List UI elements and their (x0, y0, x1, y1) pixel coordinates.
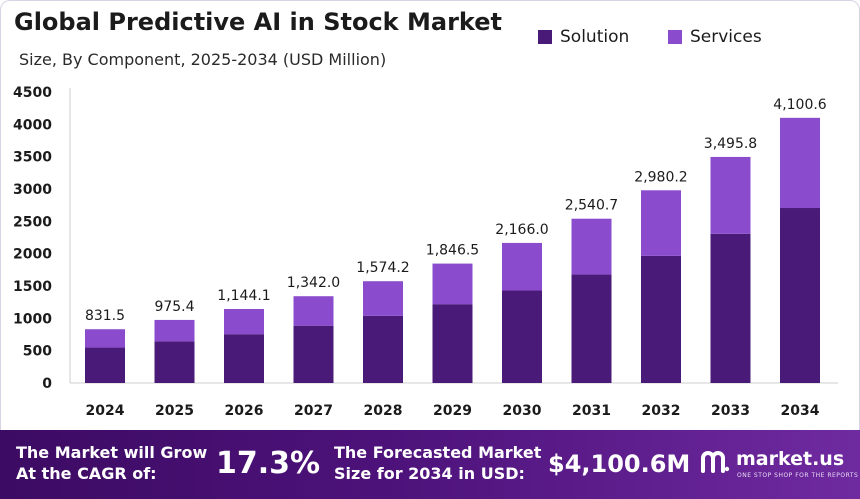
bar-services-2033 (710, 156, 751, 234)
market-us-logo-icon (701, 451, 730, 473)
legend-swatch-solution (538, 30, 552, 44)
x-tick-label: 2025 (155, 403, 194, 419)
bar-services-2026 (224, 309, 264, 335)
x-tick-label: 2034 (781, 403, 820, 419)
bar-solution-2024 (85, 347, 125, 383)
y-tick-label: 3500 (13, 150, 52, 166)
x-tick-label: 2028 (364, 403, 403, 419)
chart-subtitle: Size, By Component, 2025-2034 (USD Milli… (19, 50, 387, 69)
bar-solution-2025 (154, 341, 195, 383)
x-tick-label: 2027 (294, 403, 333, 419)
legend-item-services: Services (668, 26, 762, 48)
bar-solution-2031 (571, 274, 612, 383)
cagr-value: 17.3% (216, 446, 321, 481)
legend-swatch-services (668, 30, 682, 44)
legend-label-services: Services (690, 27, 762, 47)
y-tick-label: 1500 (13, 279, 52, 295)
x-tick-label: 2031 (572, 403, 611, 419)
forecast-label-line2: Size for 2034 in USD: (334, 464, 525, 483)
y-tick-label: 500 (23, 344, 52, 360)
y-tick-label: 2000 (13, 247, 52, 263)
x-tick-label: 2024 (86, 403, 125, 419)
bar-solution-2027 (293, 325, 334, 383)
bar-solution-2030 (502, 290, 542, 383)
data-label-total: 2,166.0 (495, 222, 548, 238)
x-tick-label: 2032 (642, 403, 681, 419)
x-tick-label: 2026 (225, 403, 264, 419)
bar-services-2028 (363, 281, 403, 316)
legend-item-solution: Solution (538, 26, 629, 48)
bar-services-2025 (154, 319, 195, 342)
data-label-total: 3,495.8 (704, 136, 757, 152)
bar-solution-2034 (780, 208, 820, 383)
brand-name: market.us (736, 448, 845, 470)
data-label-total: 1,144.1 (217, 288, 270, 304)
bar-solution-2032 (641, 255, 681, 383)
footer-banner (0, 430, 860, 499)
bar-services-2030 (502, 242, 542, 291)
brand-tagline: ONE STOP SHOP FOR THE REPORTS (737, 472, 859, 479)
stacked-bar-chart: 0 500 1000 1500 2000 2500 3000 3500 4000 4500 831.… (13, 85, 838, 419)
x-tick-label: 2033 (711, 403, 750, 419)
y-tick-label: 0 (42, 376, 52, 392)
bar-solution-2033 (710, 233, 751, 383)
data-label-total: 2,540.7 (565, 198, 618, 214)
bar-services-2034 (780, 117, 820, 209)
y-tick-label: 4500 (13, 85, 52, 101)
bar-services-2032 (641, 190, 681, 256)
bar-solution-2026 (224, 334, 264, 383)
data-label-total: 1,342.0 (287, 275, 340, 291)
y-tick-label: 2500 (13, 214, 52, 230)
bar-solution-2029 (432, 304, 473, 383)
y-tick-label: 3000 (13, 182, 52, 198)
legend-label-solution: Solution (560, 27, 630, 47)
y-tick-label: 1000 (13, 311, 52, 327)
chart-title: Global Predictive AI in Stock Market (14, 8, 502, 36)
x-tick-label: 2029 (433, 403, 472, 419)
x-tick-label: 2030 (503, 403, 542, 419)
bar-services-2029 (432, 263, 473, 305)
data-label-total: 1,574.2 (356, 260, 409, 276)
data-label-total: 1,846.5 (426, 243, 479, 259)
bar-services-2024 (85, 329, 125, 348)
y-tick-label: 4000 (13, 117, 52, 133)
data-label-total: 2,980.2 (634, 169, 687, 185)
cagr-label-line1: The Market will Grow (16, 443, 208, 462)
forecast-value: $4,100.6M (548, 450, 691, 478)
data-label-total: 975.4 (154, 299, 194, 315)
forecast-label-line1: The Forecasted Market (334, 443, 542, 462)
data-label-total: 4,100.6 (773, 97, 827, 113)
cagr-label-line2: At the CAGR of: (16, 464, 157, 483)
bar-solution-2028 (363, 315, 403, 383)
bar-services-2031 (571, 218, 612, 275)
bar-services-2027 (293, 296, 334, 326)
data-label-total: 831.5 (85, 308, 125, 324)
